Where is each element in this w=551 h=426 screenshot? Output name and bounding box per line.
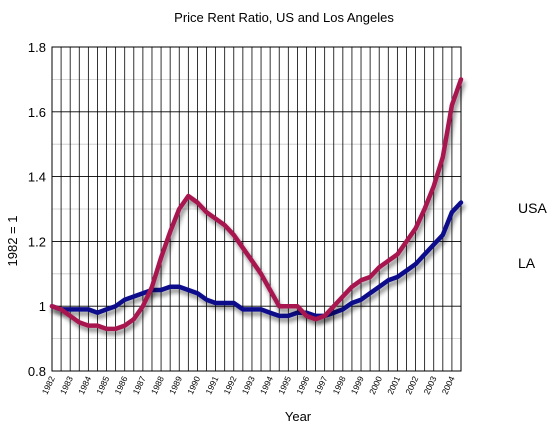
x-tick-label: 1993 xyxy=(240,374,257,396)
x-tick-label: 1986 xyxy=(112,374,129,396)
x-tick-label: 1998 xyxy=(331,374,348,396)
y-tick-label: 1.8 xyxy=(28,40,46,55)
usa-series-line xyxy=(49,200,464,319)
plot-border xyxy=(51,46,462,372)
x-tick-label: 2004 xyxy=(440,374,457,396)
x-tick-label: 1994 xyxy=(258,374,275,396)
x-tick-label: 1996 xyxy=(294,374,311,396)
la-series-line xyxy=(49,77,464,332)
x-tick-label: 1995 xyxy=(276,374,293,396)
y-tick-label: 1.6 xyxy=(28,105,46,120)
x-tick-label: 1984 xyxy=(76,374,93,396)
x-tick-label: 2001 xyxy=(385,374,402,396)
y-tick-label: 1.2 xyxy=(28,234,46,249)
x-tick-label: 1988 xyxy=(149,374,166,396)
x-tick-label: 1987 xyxy=(131,374,148,396)
x-tick-label: 1989 xyxy=(167,374,184,396)
x-axis-label: Year xyxy=(285,409,312,424)
x-tick-label: 2003 xyxy=(421,374,438,396)
legend: USA LA xyxy=(494,200,547,271)
x-tick-label: 2002 xyxy=(403,374,420,396)
x-tick-label: 1999 xyxy=(349,374,366,396)
x-tick-label: 1997 xyxy=(312,374,329,396)
x-tick-label: 1983 xyxy=(58,374,75,396)
y-tick-label: 0.8 xyxy=(28,364,46,379)
usa-legend-label: USA xyxy=(518,200,547,216)
y-axis-label: 1982 = 1 xyxy=(5,216,20,267)
x-tick-label: 1990 xyxy=(185,374,202,396)
y-tick-label: 1 xyxy=(39,299,46,314)
x-tick-label: 2000 xyxy=(367,374,384,396)
y-tick-label: 1.4 xyxy=(28,170,46,185)
x-tick-label: 1985 xyxy=(94,374,111,396)
x-tick-label: 1992 xyxy=(222,374,239,396)
chart-title: Price Rent Ratio, US and Los Angeles xyxy=(174,10,394,25)
x-tick-label: 1991 xyxy=(203,374,220,396)
la-legend-label: LA xyxy=(518,255,536,271)
